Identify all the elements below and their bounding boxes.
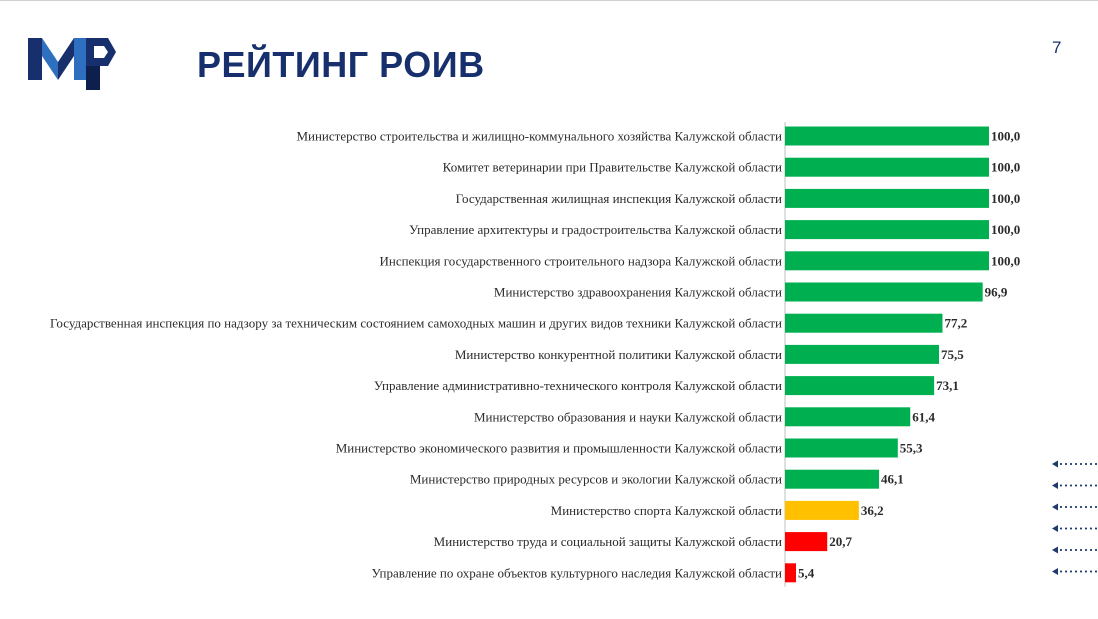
bar	[785, 220, 989, 240]
category-label: Министерство здравоохранения Калужской о…	[494, 285, 782, 300]
category-label: Министерство труда и социальной защиты К…	[434, 534, 782, 549]
data-label: 20,7	[829, 534, 852, 549]
data-label: 55,3	[900, 441, 923, 456]
category-label: Министерство строительства и жилищно-ком…	[296, 129, 782, 144]
category-label: Управление архитектуры и градостроительс…	[409, 222, 782, 237]
data-label: 61,4	[912, 409, 935, 424]
bar	[785, 157, 989, 177]
data-label: 75,5	[941, 347, 964, 362]
bar	[785, 344, 940, 364]
category-label: Министерство конкурентной политики Калуж…	[455, 347, 782, 362]
category-label: Министерство природных ресурсов и эколог…	[410, 472, 782, 487]
bar	[785, 500, 859, 520]
bar	[785, 563, 797, 583]
data-label: 100,0	[991, 129, 1020, 144]
top-divider	[0, 0, 1098, 1]
mr-logo-icon	[28, 38, 116, 90]
dotted-arrows-group	[1052, 460, 1098, 575]
dotted-arrow-left-icon	[1052, 525, 1098, 532]
dotted-arrow-left-icon	[1052, 568, 1098, 575]
data-label: 96,9	[985, 285, 1008, 300]
data-label: 46,1	[881, 472, 904, 487]
category-label: Инспекция государственного строительного…	[379, 253, 782, 268]
bar	[785, 282, 983, 302]
bar	[785, 407, 911, 427]
bar	[785, 188, 989, 208]
dotted-arrow-left-icon	[1052, 546, 1098, 554]
dotted-arrow-left-icon	[1052, 460, 1098, 468]
data-label: 100,0	[991, 222, 1020, 237]
data-label: 77,2	[944, 316, 967, 331]
ratings-bar-chart: Министерство строительства и жилищно-ком…	[50, 122, 1020, 587]
category-label: Комитет ветеринарии при Правительстве Ка…	[443, 160, 782, 175]
category-label: Управление административно-технического …	[374, 378, 782, 393]
bar	[785, 313, 943, 333]
data-label: 36,2	[861, 503, 884, 518]
category-label: Министерство образования и науки Калужск…	[474, 409, 782, 424]
data-label: 100,0	[991, 191, 1020, 206]
bar	[785, 438, 898, 458]
category-label: Государственная жилищная инспекция Калуж…	[456, 191, 782, 206]
dotted-arrow-left-icon	[1052, 503, 1098, 511]
data-label: 100,0	[991, 253, 1020, 268]
category-label: Управление по охране объектов культурног…	[371, 565, 782, 580]
category-label: Министерство спорта Калужской области	[551, 503, 782, 518]
data-label: 73,1	[936, 378, 959, 393]
bar	[785, 532, 828, 552]
page-number: 7	[1052, 38, 1062, 57]
bar	[785, 251, 989, 271]
bar	[785, 126, 989, 146]
data-label: 5,4	[798, 565, 815, 580]
data-label: 100,0	[991, 160, 1020, 175]
slide-title: РЕЙТИНГ РОИВ	[197, 44, 485, 85]
category-label: Государственная инспекция по надзору за …	[50, 316, 782, 331]
category-label: Министерство экономического развития и п…	[336, 441, 782, 456]
bar	[785, 469, 880, 489]
dotted-arrow-left-icon	[1052, 482, 1098, 489]
bar	[785, 376, 935, 396]
